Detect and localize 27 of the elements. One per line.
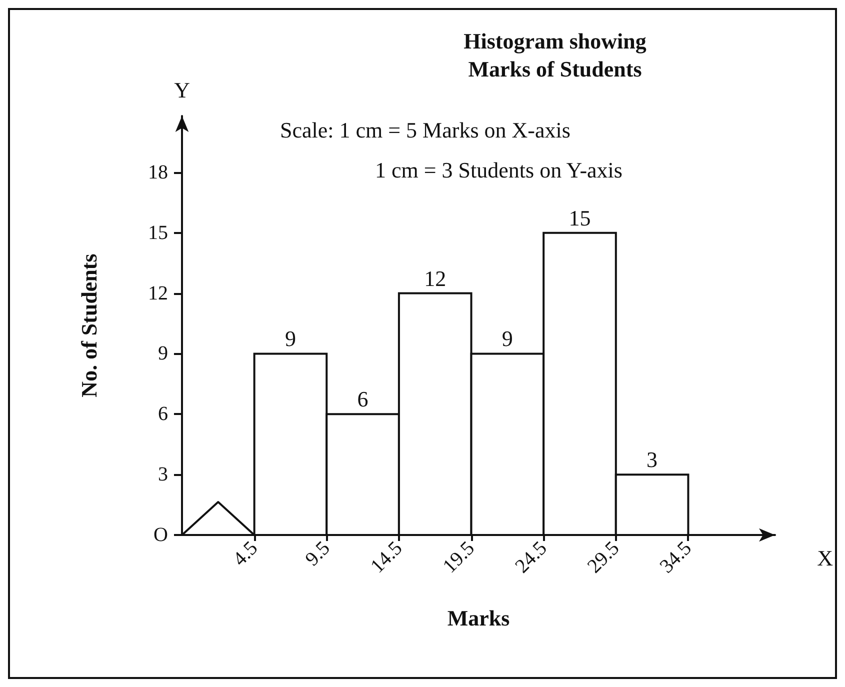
annotation: Scale: 1 cm = 5 Marks on X-axis — [280, 118, 570, 142]
data-label: 12 — [424, 266, 446, 291]
y-tick-label: 3 — [158, 464, 168, 486]
data-label: 9 — [284, 326, 296, 352]
x-tick-label: 34.5 — [656, 537, 696, 578]
text: Y — [174, 78, 190, 102]
text: X — [817, 546, 834, 570]
data-label: 3 — [646, 447, 658, 472]
data-label: 6 — [357, 386, 368, 412]
x-tick-label: 29.5 — [583, 537, 624, 578]
x-tick-label: 9.5 — [301, 537, 334, 570]
y-tick-label: O — [154, 524, 168, 546]
y-tick-label: 6 — [158, 403, 168, 426]
y-tick-label: 18 — [148, 161, 168, 184]
x-tick-label: 14.5 — [366, 537, 407, 578]
data-label: 15 — [568, 205, 591, 230]
x-axis-title: Marks — [447, 606, 510, 630]
y-tick-label: 9 — [158, 342, 168, 365]
x-tick-label: 19.5 — [438, 537, 480, 578]
chart-title: Histogram showing Marks of Students — [464, 28, 646, 82]
y-tick-label: 15 — [148, 222, 168, 244]
y-axis-title: No. of Students — [76, 253, 102, 398]
x-tick-label: 24.5 — [511, 537, 552, 578]
annotation: 1 cm = 3 Students on Y-axis — [375, 158, 622, 182]
x-tick-label: 4.5 — [228, 537, 262, 570]
data-label: 9 — [502, 326, 513, 352]
y-tick-label: 12 — [148, 282, 168, 304]
